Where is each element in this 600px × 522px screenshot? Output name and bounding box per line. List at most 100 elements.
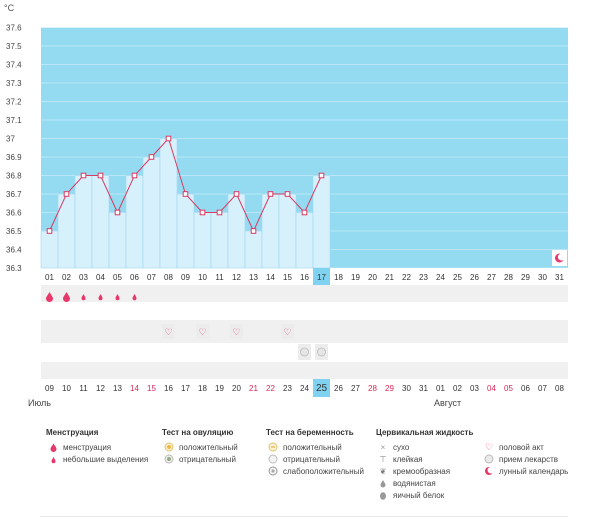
temperature-point [284,191,291,197]
heart-icon: ♡ [232,327,240,337]
calendar-date-label: 04 [487,384,496,393]
cycle-day-label: 14 [266,273,275,282]
intercourse-cell [230,324,243,339]
cycle-day-label: 23 [419,273,428,282]
temperature-bar [40,230,59,269]
moon-icon [482,466,496,476]
unit-label: °C [4,3,15,13]
temperature-point [318,172,325,179]
y-tick-label: 37.4 [6,61,22,70]
y-tick-label: 36.5 [6,227,22,236]
y-tick-label: 37.3 [6,79,22,88]
menstruation-icon [46,443,60,452]
spotting-icon [46,455,60,464]
cycle-day-label: 25 [453,273,462,282]
legend-item: сухо [393,442,410,452]
temperature-point [216,209,223,216]
calendar-date-label: 05 [504,384,513,393]
legend-item: менструация [63,442,112,452]
calendar-date-label: 26 [334,384,343,393]
row-stripe [41,285,568,302]
y-tick-label: 36.4 [6,246,22,255]
temperature-point [182,191,189,197]
heart-icon: ♡ [164,327,172,337]
legend-item: яичный белок [393,490,445,500]
calendar-date-label: 16 [164,384,173,393]
temperature-point [46,228,53,234]
temperature-bar [142,156,161,269]
cycle-day-label: 15 [283,273,292,282]
cycle-day-label: 21 [385,273,394,282]
y-tick-label: 37 [6,135,15,144]
calendar-date-label: 20 [232,384,241,393]
legend-item: кремообразная [393,466,451,476]
y-tick-label: 36.3 [6,264,22,273]
y-tick-label: 37.2 [6,98,22,107]
calendar-date-label: 18 [198,384,207,393]
y-tick-label: 36.8 [6,172,22,181]
intercourse-cell [196,324,209,339]
cycle-day-label: 02 [62,273,71,282]
spotting-icon [81,294,86,301]
legend-item: прием лекарств [499,454,559,464]
calendar-date-label: 25 [316,383,328,394]
legend-item: половой акт [499,442,544,452]
calendar-date-label: 17 [181,384,190,393]
temperature-point [63,191,70,197]
cycle-day-label: 08 [164,273,173,282]
calendar-date-label: 03 [470,384,479,393]
temperature-bar [193,212,212,269]
pregnancy-weak-icon [266,466,280,476]
dry-icon: × [380,442,386,452]
intercourse-cell [281,324,294,339]
cycle-day-label: 11 [215,273,224,282]
temperature-point [267,191,274,197]
temperature-point [148,154,155,160]
cycle-day-label: 24 [436,273,445,282]
cycle-day-label: 30 [538,273,547,282]
temperature-bar [278,193,297,269]
legend-menstruation: Менструация менструация небольшие выделе… [46,428,148,465]
spotting-icon [98,294,103,301]
month-label-august: Август [434,398,462,408]
heart-icon: ♡ [283,327,291,337]
calendar-date-label: 29 [385,384,394,393]
cycle-day-label: 04 [96,273,105,282]
pregnancy-negative-icon [266,454,280,464]
sticky-icon: ⊤ [379,454,387,464]
temperature-bar [261,193,280,269]
legend-title: Менструация [46,428,99,437]
cycle-day-label: 19 [351,273,360,282]
cycle-day-label: 06 [130,273,139,282]
cycle-day-label: 17 [317,273,326,282]
legend-item: лунный календарь [499,466,569,476]
calendar-date-label: 31 [419,384,428,393]
cycle-day-label: 28 [504,273,513,282]
cycle-day-label: 29 [521,273,530,282]
heart-icon: ♡ [198,327,206,337]
legend-pregnancy: Тест на беременность положительный отриц… [266,428,364,477]
pill-icon [317,347,326,357]
bbt-chart: 36.3 36.4 36.5 36.6 36.7 36.8 36.9 37 37.1 37.2 37… [4,3,568,397]
temperature-point [80,172,87,179]
y-tick-label: 36.7 [6,190,22,199]
cycle-day-label: 16 [300,273,309,282]
legend-item: небольшие выделения [63,454,149,464]
temperature-point [131,172,138,179]
calendar-date-label: 09 [45,384,54,393]
temperature-point [165,135,172,142]
cycle-day-label: 01 [45,273,54,282]
temperature-point [199,209,206,216]
current-date-highlight [313,379,330,397]
temperature-point [97,172,104,179]
cycle-day-label: 27 [487,273,496,282]
pill-icon [300,347,309,357]
temperature-point [114,209,121,216]
calendar-date-label: 12 [96,384,105,393]
calendar-date-label: 15 [147,384,156,393]
calendar-date-label: 27 [351,384,360,393]
y-tick-label: 36.6 [6,209,22,218]
calendar-date-label: 11 [79,384,88,393]
ovulation-negative-icon [162,454,176,464]
cycle-day-label: 22 [402,273,411,282]
